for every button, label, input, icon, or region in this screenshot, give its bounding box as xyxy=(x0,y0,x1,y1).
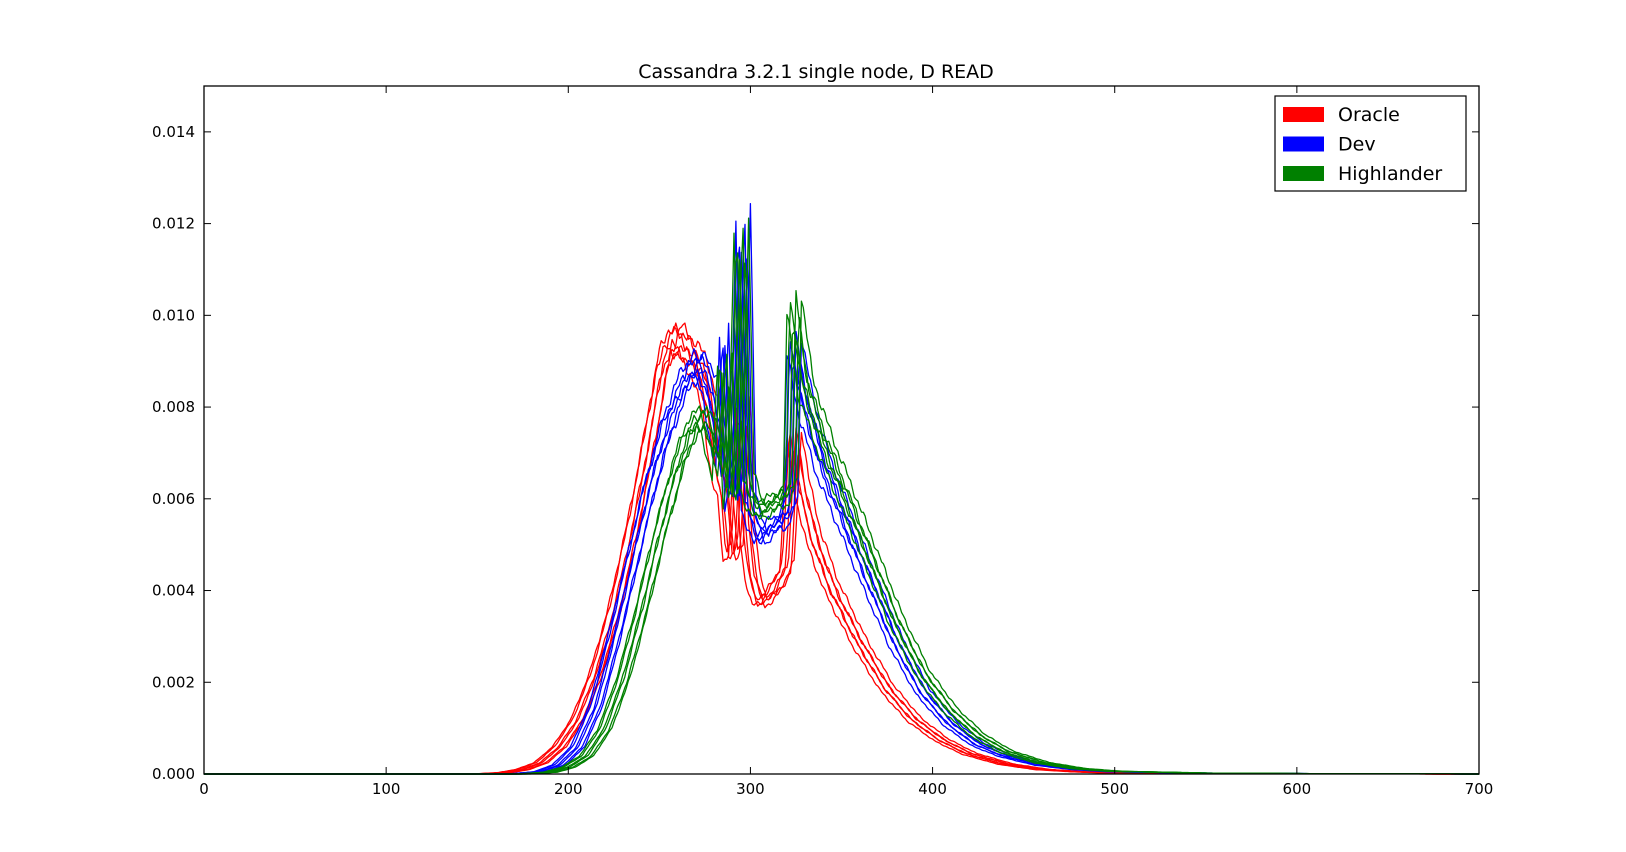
y-axis: 0.000 0.002 0.004 0.006 0.008 0.010 0.012 0.014 xyxy=(152,123,1479,783)
x-tick-label: 200 xyxy=(554,780,583,798)
x-tick-label: 600 xyxy=(1283,780,1312,798)
x-tick-label: 700 xyxy=(1465,780,1494,798)
plot-frame xyxy=(203,85,1480,775)
legend-label: Oracle xyxy=(1338,104,1400,126)
legend-swatch xyxy=(1283,107,1324,122)
legend-label: Dev xyxy=(1338,134,1376,156)
y-tick-label: 0.008 xyxy=(152,398,195,416)
legend-swatch xyxy=(1283,136,1324,152)
y-tick-label: 0.006 xyxy=(152,490,195,508)
x-tick-label: 0 xyxy=(199,780,209,798)
y-tick-label: 0.012 xyxy=(152,215,195,233)
x-tick-label: 100 xyxy=(372,780,401,798)
y-tick-label: 0.014 xyxy=(152,123,195,141)
legend-swatch xyxy=(1283,166,1324,181)
x-axis: 0 100 200 300 400 500 600 700 xyxy=(199,86,1493,798)
legend-label: Highlander xyxy=(1338,163,1442,185)
y-tick-label: 0.010 xyxy=(152,306,195,324)
chart-title: Cassandra 3.2.1 single node, D READ xyxy=(638,61,994,83)
x-tick-label: 500 xyxy=(1100,780,1129,798)
y-tick-label: 0.004 xyxy=(152,582,195,600)
x-tick-label: 400 xyxy=(918,780,947,798)
legend: Oracle Dev Highlander xyxy=(1274,95,1467,192)
y-tick-label: 0.000 xyxy=(152,765,195,783)
y-tick-label: 0.002 xyxy=(152,673,195,691)
x-tick-label: 300 xyxy=(736,780,765,798)
